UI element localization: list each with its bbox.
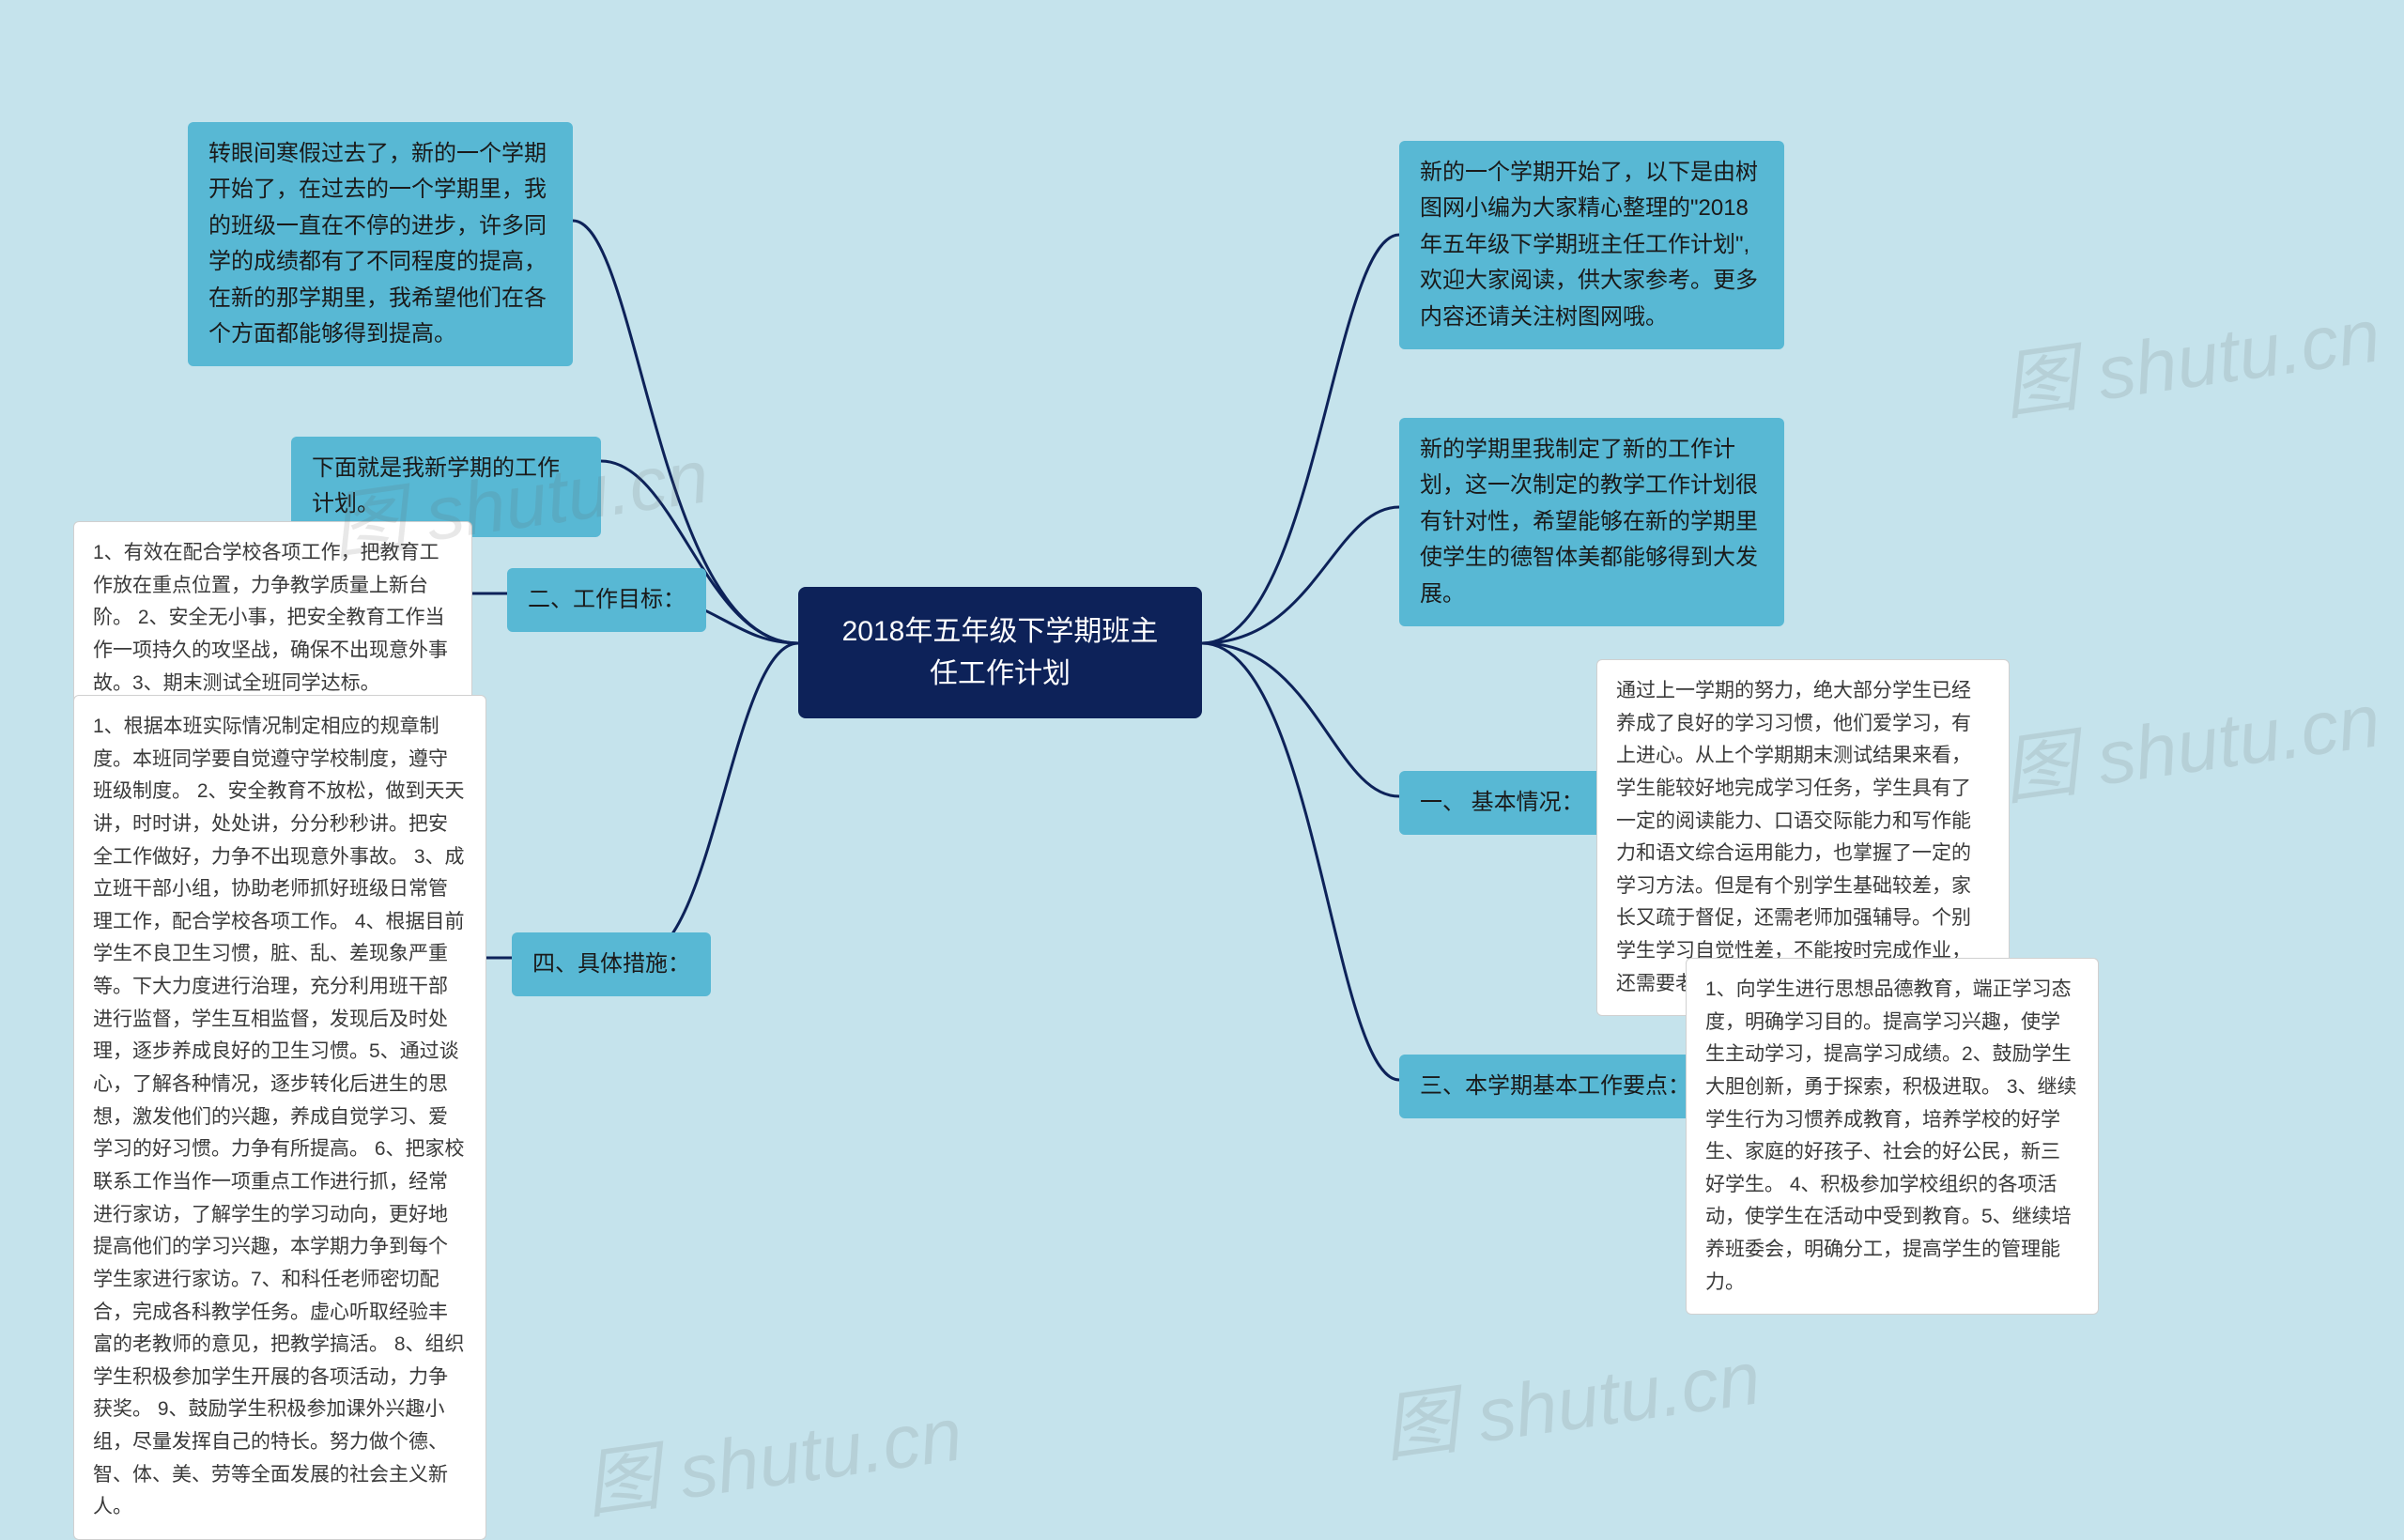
intro-left-node: 转眼间寒假过去了，新的一个学期开始了，在过去的一个学期里，我的班级一直在不停的进… (188, 122, 573, 366)
section2-label: 二、工作目标： (507, 568, 706, 632)
section3-content: 1、向学生进行思想品德教育，端正学习态度，明确学习目的。提高学习兴趣，使学生主动… (1686, 958, 2099, 1315)
intro-right-node: 新的一个学期开始了，以下是由树图网小编为大家精心整理的"2018年五年级下学期班… (1399, 141, 1784, 349)
plan-right-node: 新的学期里我制定了新的工作计划，这一次制定的教学工作计划很有针对性，希望能够在新… (1399, 418, 1784, 626)
watermark-3: 图 shutu.cn (1995, 659, 2386, 820)
watermark-2: 图 shutu.cn (1995, 274, 2386, 435)
section2-content: 1、有效在配合学校各项工作，把教育工作放在重点位置，力争教学质量上新台阶。 2、… (73, 521, 472, 716)
center-title: 2018年五年级下学期班主 任工作计划 (798, 587, 1202, 718)
watermark-5: 图 shutu.cn (1375, 1317, 1766, 1477)
section1-label: 一、 基本情况： (1399, 771, 1605, 835)
watermark-4: 图 shutu.cn (577, 1373, 968, 1533)
section4-label: 四、具体措施： (512, 932, 711, 996)
section3-label: 三、本学期基本工作要点： (1399, 1055, 1711, 1118)
section4-content: 1、根据本班实际情况制定相应的规章制度。本班同学要自觉遵守学校制度，遵守班级制度… (73, 695, 486, 1540)
